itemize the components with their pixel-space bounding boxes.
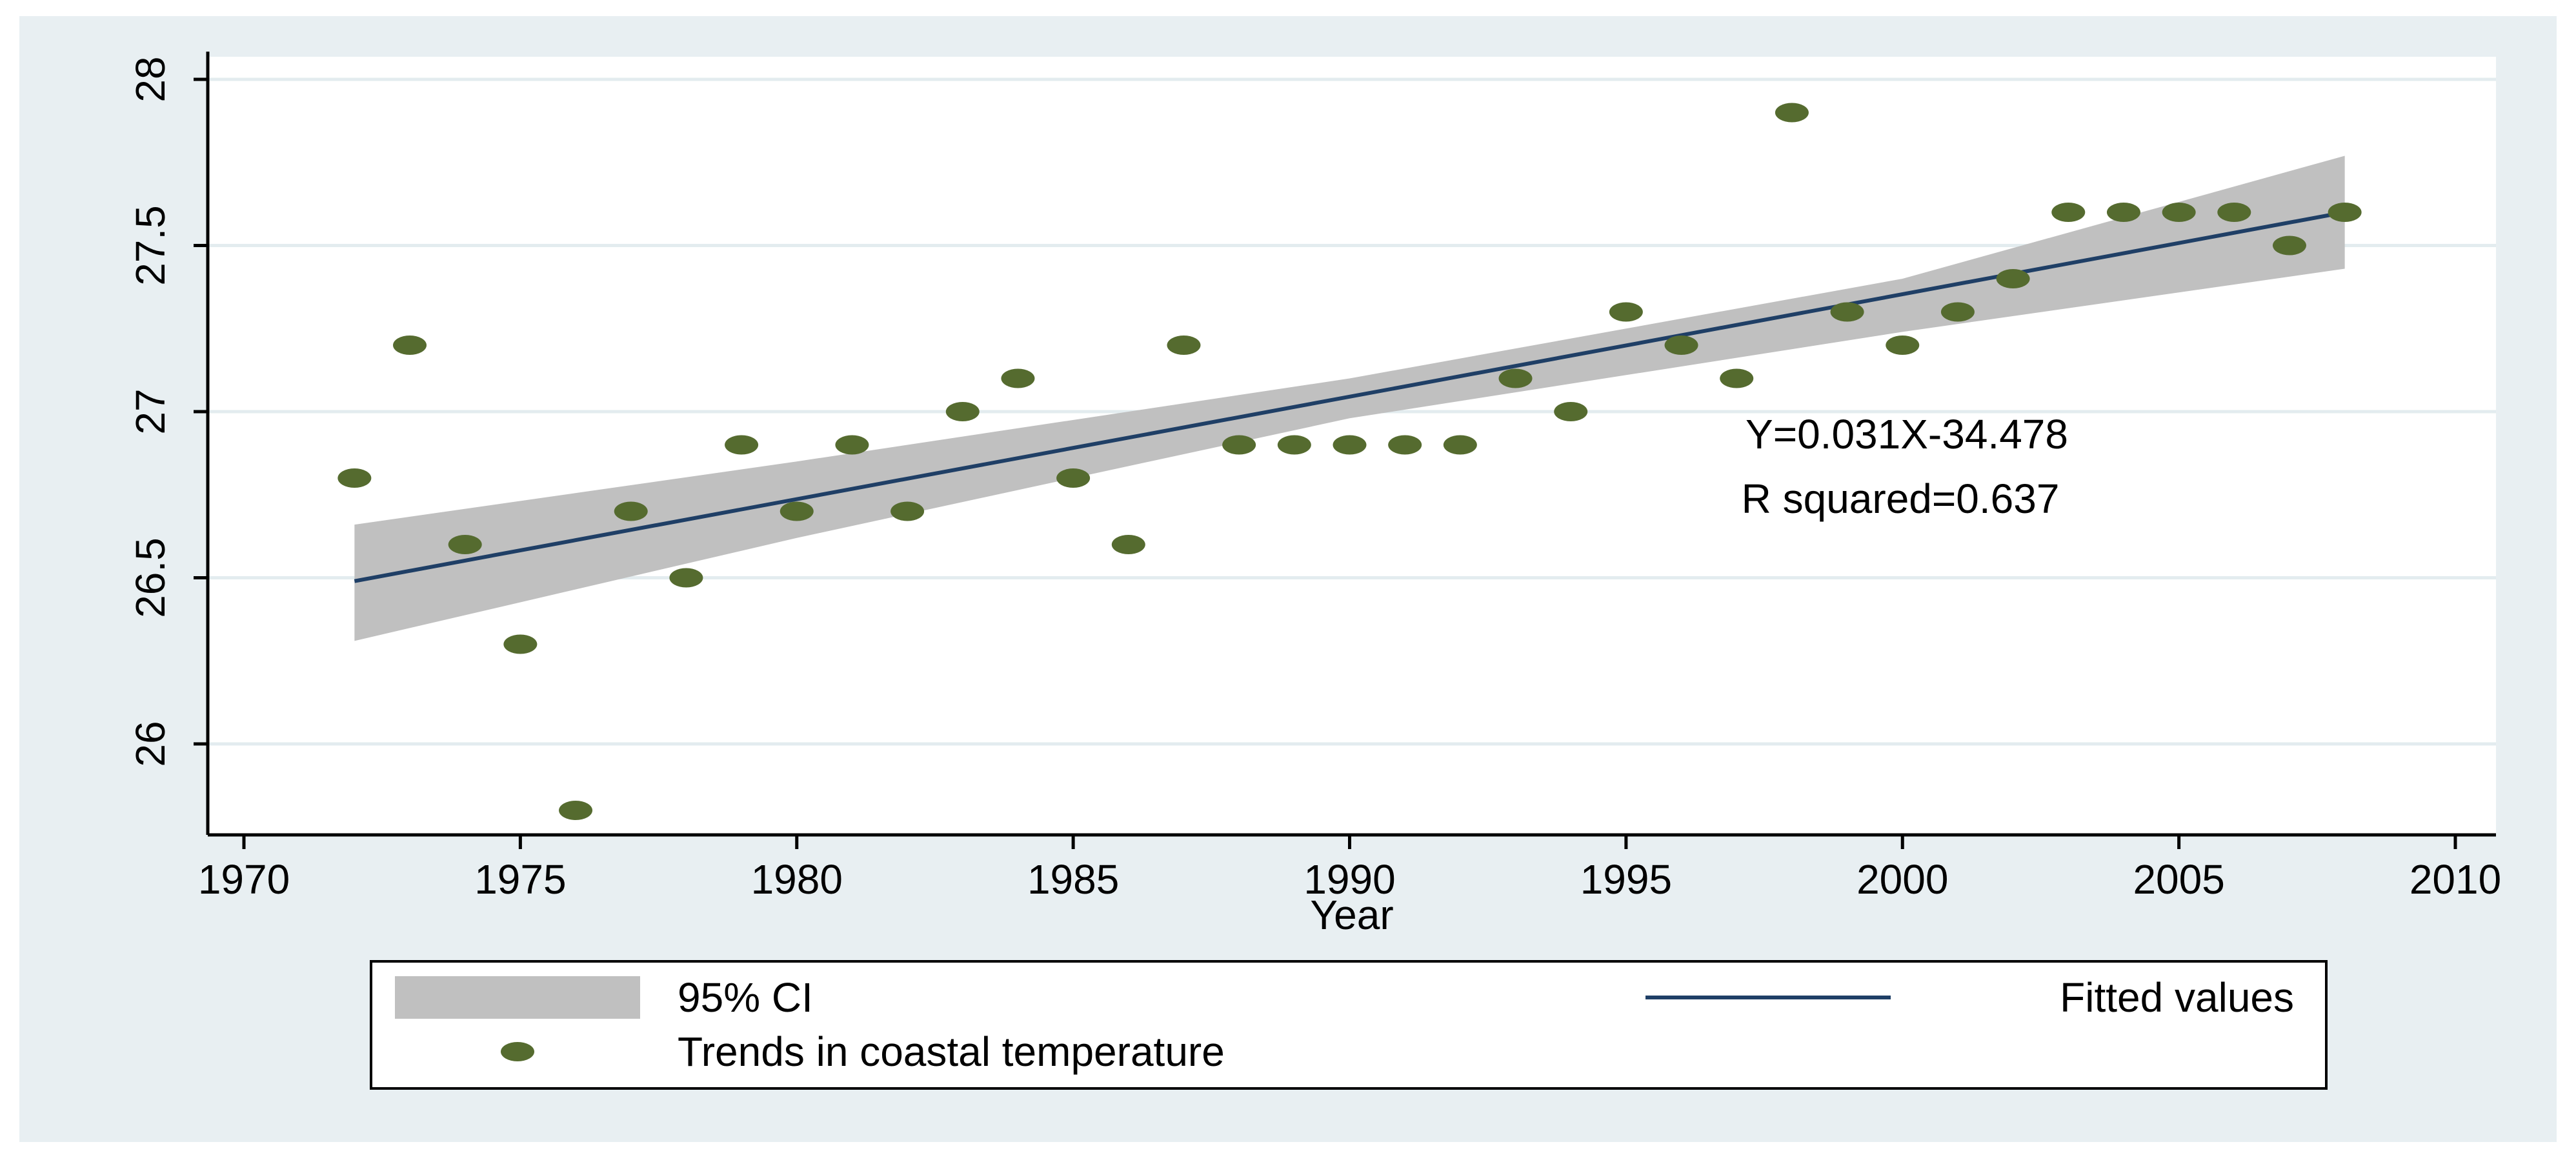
data-point (448, 535, 482, 554)
data-point (891, 501, 925, 521)
legend-swatch-ci (395, 976, 640, 1019)
data-point (669, 568, 703, 588)
regression-equation: Y=0.031X-34.478 (1746, 411, 2068, 457)
legend-box (370, 960, 2328, 1090)
x-axis-ticks: 1970 1975 1980 1985 1990 1995 2000 2005 2010 (198, 835, 2501, 903)
legend-swatch-points (501, 1042, 534, 1061)
y-tick-label: 27.5 (127, 205, 174, 286)
x-axis-title: Year (1310, 892, 1393, 938)
r-squared-label: R squared=0.637 (1742, 476, 2060, 522)
data-point (2328, 203, 2362, 222)
data-point (725, 435, 759, 455)
data-point (614, 501, 648, 521)
data-point (337, 468, 372, 488)
x-tick-label: 2000 (1857, 856, 1948, 903)
data-point (1277, 435, 1311, 455)
x-tick-label: 2010 (2410, 856, 2501, 903)
data-point (1498, 368, 1533, 388)
y-tick-label: 28 (127, 56, 174, 102)
legend: 95% CI Fitted values Trends in coastal t… (370, 960, 2328, 1090)
data-point (2217, 203, 2251, 222)
legend-label-points: Trends in coastal temperature (678, 1028, 1225, 1075)
x-tick-label: 1970 (198, 856, 290, 903)
x-tick-label: 1975 (474, 856, 566, 903)
data-point (780, 501, 814, 521)
data-point (1664, 336, 1698, 355)
data-point (1775, 103, 1809, 123)
data-point (2162, 203, 2196, 222)
y-tick-label: 27 (127, 388, 174, 434)
x-tick-label: 1985 (1027, 856, 1119, 903)
data-point (1720, 368, 1754, 388)
x-tick-label: 2005 (2133, 856, 2224, 903)
data-point (1167, 336, 1201, 355)
data-point (2106, 203, 2140, 222)
data-point (1443, 435, 1477, 455)
data-point (1886, 336, 1920, 355)
data-point (1388, 435, 1422, 455)
data-point (1222, 435, 1256, 455)
legend-label-fitted: Fitted values (2060, 974, 2294, 1021)
x-tick-label: 1995 (1580, 856, 1672, 903)
y-tick-label: 26 (127, 721, 174, 766)
legend-label-ci: 95% CI (678, 974, 813, 1021)
data-point (1111, 535, 1145, 554)
data-point (1830, 302, 1864, 322)
data-point (1056, 468, 1091, 488)
data-point (1609, 302, 1643, 322)
data-point (1996, 269, 2030, 288)
x-tick-label: 1990 (1303, 856, 1395, 903)
data-point (393, 336, 427, 355)
data-point (945, 402, 980, 421)
data-point (1554, 402, 1588, 421)
data-point (2272, 235, 2306, 255)
data-point (559, 801, 593, 820)
data-point (503, 634, 538, 654)
x-tick-label: 1980 (751, 856, 843, 903)
data-point (2051, 203, 2086, 222)
data-point (1333, 435, 1367, 455)
y-tick-label: 26.5 (127, 537, 174, 618)
data-point (835, 435, 869, 455)
scatter-points-layer (337, 103, 2362, 820)
data-point (1940, 302, 1975, 322)
data-point (1001, 368, 1035, 388)
y-axis-ticks: 26 26.5 27 27.5 28 (127, 56, 208, 767)
